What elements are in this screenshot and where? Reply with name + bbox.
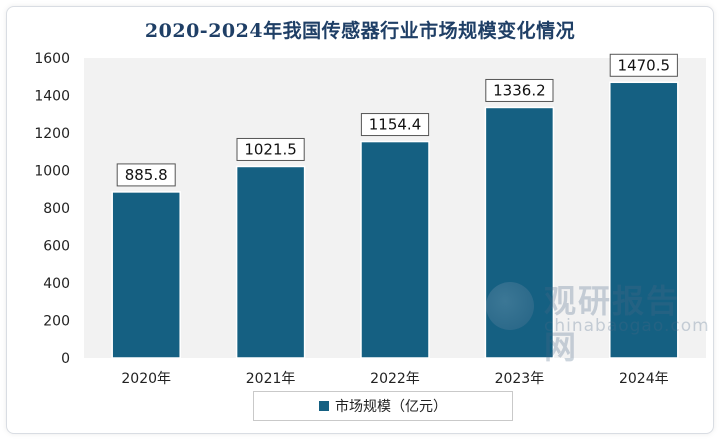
bars (111, 81, 679, 359)
legend: 市场规模（亿元） (253, 391, 513, 421)
data-label: 1336.2 (493, 81, 546, 99)
y-tick-label: 1200 (34, 126, 70, 142)
watermark: 观研报告网 chinabaogao.com (486, 276, 709, 366)
data-label: 1154.4 (369, 116, 422, 134)
bar (609, 81, 679, 359)
y-axis: 0 200 400 600 800 1000 1200 1400 1600 (34, 51, 70, 367)
y-tick-label: 0 (61, 351, 70, 367)
bar (484, 106, 555, 359)
x-tick-label: 2021年 (246, 371, 296, 387)
x-tick-label: 2024年 (619, 371, 669, 387)
y-tick-label: 400 (43, 276, 70, 292)
chart-title: 2020-2024年我国传感器行业市场规模变化情况 (144, 20, 576, 42)
watermark-cn: 观研报告网 (544, 282, 681, 366)
data-label: 885.8 (125, 166, 168, 184)
y-tick-label: 1600 (34, 51, 70, 67)
bar (111, 191, 181, 359)
x-axis: 2020年 2021年 2022年 2023年 2024年 (121, 371, 668, 387)
y-tick-label: 1000 (34, 164, 70, 180)
data-label-box (609, 53, 678, 77)
data-labels: 885.8 1021.5 1154.4 1336.2 1470.5 (116, 53, 678, 187)
x-tick-label: 2022年 (370, 371, 420, 387)
data-label-box (236, 137, 305, 161)
data-label-box (485, 78, 554, 102)
bar (360, 140, 430, 359)
y-tick-label: 800 (43, 201, 70, 217)
x-tick-label: 2020年 (121, 371, 171, 387)
legend-swatch (319, 401, 329, 411)
y-tick-label: 200 (43, 314, 70, 330)
bar (235, 165, 306, 359)
data-label: 1021.5 (244, 140, 297, 158)
data-label-box (116, 163, 176, 187)
data-label: 1470.5 (618, 56, 671, 74)
x-tick-label: 2023年 (495, 371, 545, 387)
data-label-box (360, 113, 430, 137)
y-tick-label: 600 (43, 239, 70, 255)
watermark-en: chinabaogao.com (544, 316, 710, 336)
legend-label: 市场规模（亿元） (335, 399, 447, 415)
y-tick-label: 1400 (34, 89, 70, 105)
globe-logo-icon (486, 282, 534, 330)
